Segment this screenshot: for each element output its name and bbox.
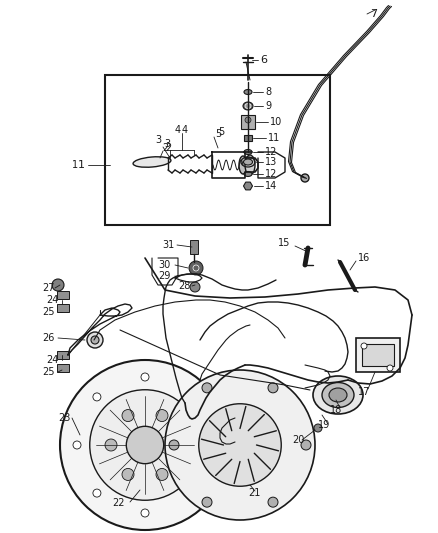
Circle shape (141, 373, 149, 381)
Circle shape (301, 440, 311, 450)
Text: 8: 8 (265, 87, 271, 97)
Text: 23: 23 (58, 413, 71, 423)
Ellipse shape (243, 102, 253, 110)
Text: 24: 24 (46, 295, 58, 305)
Ellipse shape (244, 172, 252, 176)
Circle shape (91, 336, 99, 344)
Text: 2: 2 (165, 143, 171, 153)
Circle shape (165, 370, 315, 520)
Text: 24: 24 (46, 355, 58, 365)
Polygon shape (244, 182, 252, 190)
Text: 1: 1 (78, 160, 85, 170)
Ellipse shape (244, 149, 252, 155)
Text: 11: 11 (268, 133, 280, 143)
Bar (356, 338, 400, 372)
Circle shape (189, 393, 197, 401)
Bar (241, 115, 255, 129)
Bar (105, 75, 330, 225)
Text: 27: 27 (42, 283, 54, 293)
Text: 2: 2 (162, 143, 168, 153)
Ellipse shape (244, 159, 252, 165)
Text: 16: 16 (358, 253, 370, 263)
Circle shape (190, 282, 200, 292)
Text: 13: 13 (265, 157, 277, 167)
Bar (57, 304, 69, 312)
Circle shape (199, 404, 281, 486)
Circle shape (141, 509, 149, 517)
Text: 15: 15 (278, 238, 290, 248)
Text: 9: 9 (265, 101, 271, 111)
Circle shape (189, 261, 203, 275)
Text: 4: 4 (175, 125, 181, 135)
Circle shape (314, 424, 322, 432)
Text: 19: 19 (318, 420, 330, 430)
Circle shape (193, 265, 199, 271)
Bar (362, 344, 394, 366)
Bar (57, 364, 69, 372)
Bar (57, 291, 69, 299)
Text: 14: 14 (265, 181, 277, 191)
Circle shape (73, 441, 81, 449)
Text: 3: 3 (155, 135, 161, 145)
Circle shape (52, 279, 64, 291)
Text: 4: 4 (182, 125, 188, 135)
Circle shape (93, 489, 101, 497)
Ellipse shape (313, 376, 363, 414)
Circle shape (387, 365, 393, 371)
Circle shape (245, 117, 251, 123)
Text: 6: 6 (260, 55, 267, 65)
Ellipse shape (245, 103, 251, 109)
Circle shape (122, 469, 134, 480)
Text: 30: 30 (158, 260, 170, 270)
Text: 5: 5 (218, 127, 224, 137)
Bar (57, 351, 69, 359)
Text: 17: 17 (358, 387, 371, 397)
Ellipse shape (133, 157, 171, 167)
Text: 22: 22 (112, 498, 124, 508)
Text: 25: 25 (42, 307, 54, 317)
Text: 31: 31 (162, 240, 174, 250)
Circle shape (189, 489, 197, 497)
Circle shape (173, 439, 185, 451)
Circle shape (90, 390, 200, 500)
Circle shape (105, 439, 117, 451)
Text: 12: 12 (265, 169, 277, 179)
Circle shape (156, 409, 168, 422)
Text: 21: 21 (248, 488, 260, 498)
Circle shape (60, 360, 230, 530)
Text: 3: 3 (164, 139, 170, 149)
Bar (244, 135, 252, 141)
Circle shape (209, 441, 217, 449)
Text: 5: 5 (215, 129, 221, 139)
Text: 7: 7 (370, 9, 377, 19)
Circle shape (361, 343, 367, 349)
Circle shape (93, 393, 101, 401)
Circle shape (169, 440, 179, 450)
Text: 28: 28 (178, 281, 191, 291)
Ellipse shape (244, 90, 252, 94)
Ellipse shape (239, 156, 247, 174)
Ellipse shape (329, 388, 347, 402)
Text: 10: 10 (270, 117, 282, 127)
Circle shape (268, 383, 278, 393)
Text: 20: 20 (292, 435, 304, 445)
Ellipse shape (245, 155, 255, 175)
Text: 18: 18 (330, 405, 342, 415)
Bar (190, 240, 198, 254)
Ellipse shape (322, 383, 354, 408)
Circle shape (156, 469, 168, 480)
Circle shape (87, 332, 103, 348)
Circle shape (122, 409, 134, 422)
Text: 1: 1 (72, 160, 78, 170)
Text: 25: 25 (42, 367, 54, 377)
Circle shape (202, 497, 212, 507)
Text: 12: 12 (265, 147, 277, 157)
Text: 29: 29 (158, 271, 170, 281)
Circle shape (301, 174, 309, 182)
Circle shape (268, 497, 278, 507)
Circle shape (202, 383, 212, 393)
Text: 26: 26 (42, 333, 54, 343)
Circle shape (126, 426, 164, 464)
